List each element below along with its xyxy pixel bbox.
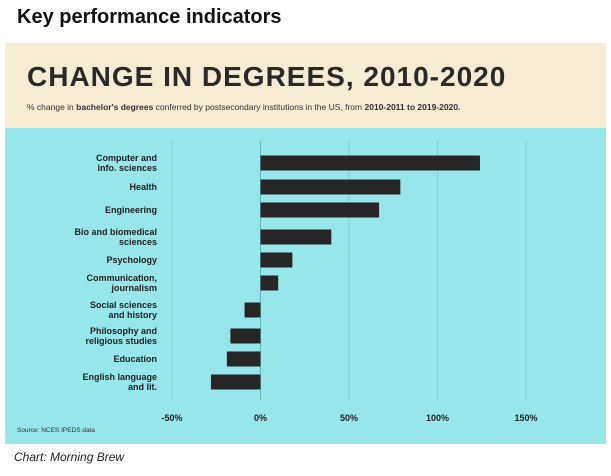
category-label: and lit. bbox=[128, 382, 157, 392]
bar bbox=[260, 252, 293, 268]
bar bbox=[226, 351, 261, 367]
category-label: religious studies bbox=[85, 336, 157, 346]
page-heading: Key performance indicators bbox=[17, 6, 282, 28]
x-tick-labels: -50% 0% 50% 100% 150% bbox=[161, 413, 537, 423]
x-tick-label: 150% bbox=[514, 413, 537, 423]
bar bbox=[260, 202, 380, 218]
chart-header-background bbox=[5, 43, 606, 128]
category-label: Philosophy and bbox=[90, 326, 157, 336]
chart-caption: Chart: Morning Brew bbox=[14, 450, 125, 464]
bar bbox=[260, 155, 480, 171]
bar bbox=[260, 229, 332, 245]
chart-plot-background bbox=[5, 128, 606, 444]
category-label: Social sciences bbox=[90, 300, 157, 310]
degrees-bar-chart: CHANGE IN DEGREES, 2010-2020 % change in… bbox=[5, 43, 606, 444]
category-label: Communication, bbox=[86, 273, 157, 283]
category-label: Computer and bbox=[96, 153, 157, 163]
chart-source: Source: NCES IPEDS data bbox=[17, 427, 95, 434]
chart-card: CHANGE IN DEGREES, 2010-2020 % change in… bbox=[5, 43, 606, 444]
category-label: Engineering bbox=[105, 205, 157, 215]
chart-title: CHANGE IN DEGREES, 2010-2020 bbox=[27, 61, 506, 92]
bar bbox=[260, 275, 279, 291]
category-label: Psychology bbox=[106, 255, 157, 265]
bar bbox=[210, 374, 261, 390]
category-label: info. sciences bbox=[97, 163, 157, 173]
x-tick-label: 50% bbox=[340, 413, 358, 423]
bar bbox=[244, 302, 261, 318]
category-label: sciences bbox=[119, 237, 157, 247]
category-label: Health bbox=[129, 182, 157, 192]
x-tick-label: 100% bbox=[426, 413, 449, 423]
x-tick-label: 0% bbox=[254, 413, 267, 423]
category-label: Bio and biomedical bbox=[74, 227, 157, 237]
category-label: Education bbox=[113, 354, 157, 364]
bar bbox=[230, 328, 261, 344]
chart-subtitle: % change in bachelor's degrees conferred… bbox=[27, 102, 460, 112]
category-label: and history bbox=[108, 310, 157, 320]
bar bbox=[260, 179, 401, 195]
bars bbox=[210, 155, 480, 390]
category-label: journalism bbox=[110, 283, 157, 293]
x-tick-label: -50% bbox=[161, 413, 182, 423]
category-label: English language bbox=[82, 372, 157, 382]
